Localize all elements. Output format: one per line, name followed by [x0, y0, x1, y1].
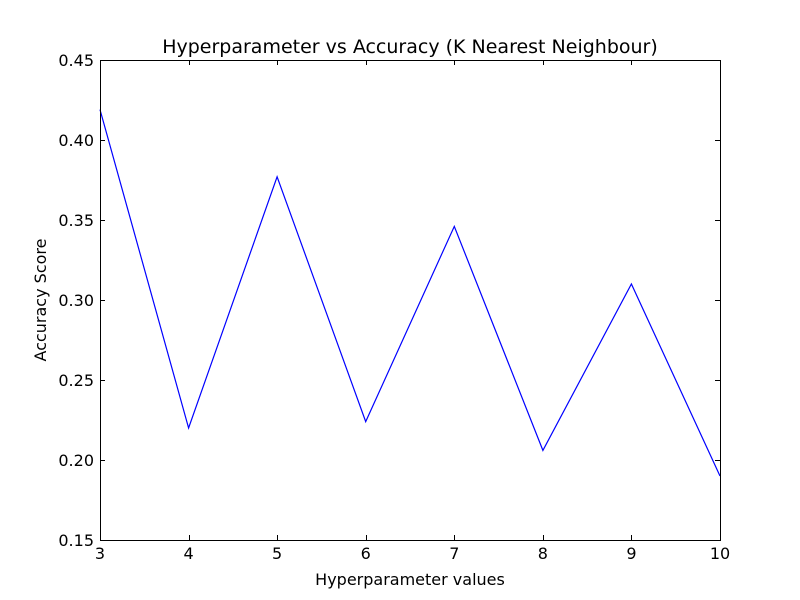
x-tick-label: 7 — [449, 544, 459, 563]
y-tick-label: 0.45 — [58, 51, 94, 70]
y-axis-title: Accuracy Score — [31, 239, 50, 362]
x-tick-label: 5 — [272, 544, 282, 563]
plot-area — [99, 60, 721, 541]
x-tick-label: 9 — [626, 544, 636, 563]
x-tick-label: 10 — [710, 544, 730, 563]
y-tick-label: 0.35 — [58, 211, 94, 230]
x-axis-title: Hyperparameter values — [315, 570, 505, 589]
series-line — [99, 109, 721, 477]
y-tick-label: 0.40 — [58, 131, 94, 150]
y-tick-label: 0.15 — [58, 531, 94, 550]
chart-title: Hyperparameter vs Accuracy (K Nearest Ne… — [162, 36, 658, 58]
series-layer — [99, 109, 721, 477]
x-tick-label: 8 — [538, 544, 548, 563]
y-tick-label: 0.25 — [58, 371, 94, 390]
x-tick-label: 4 — [183, 544, 193, 563]
x-tick-labels: 3 4 5 6 7 8 9 10 — [95, 544, 730, 563]
y-tick-label: 0.20 — [58, 451, 94, 470]
y-tick-label: 0.30 — [58, 291, 94, 310]
x-tick-label: 6 — [361, 544, 371, 563]
plot-frame — [100, 60, 721, 541]
x-tick-label: 3 — [95, 544, 105, 563]
y-tick-labels: 0.15 0.20 0.25 0.30 0.35 0.40 0.45 — [58, 51, 94, 550]
